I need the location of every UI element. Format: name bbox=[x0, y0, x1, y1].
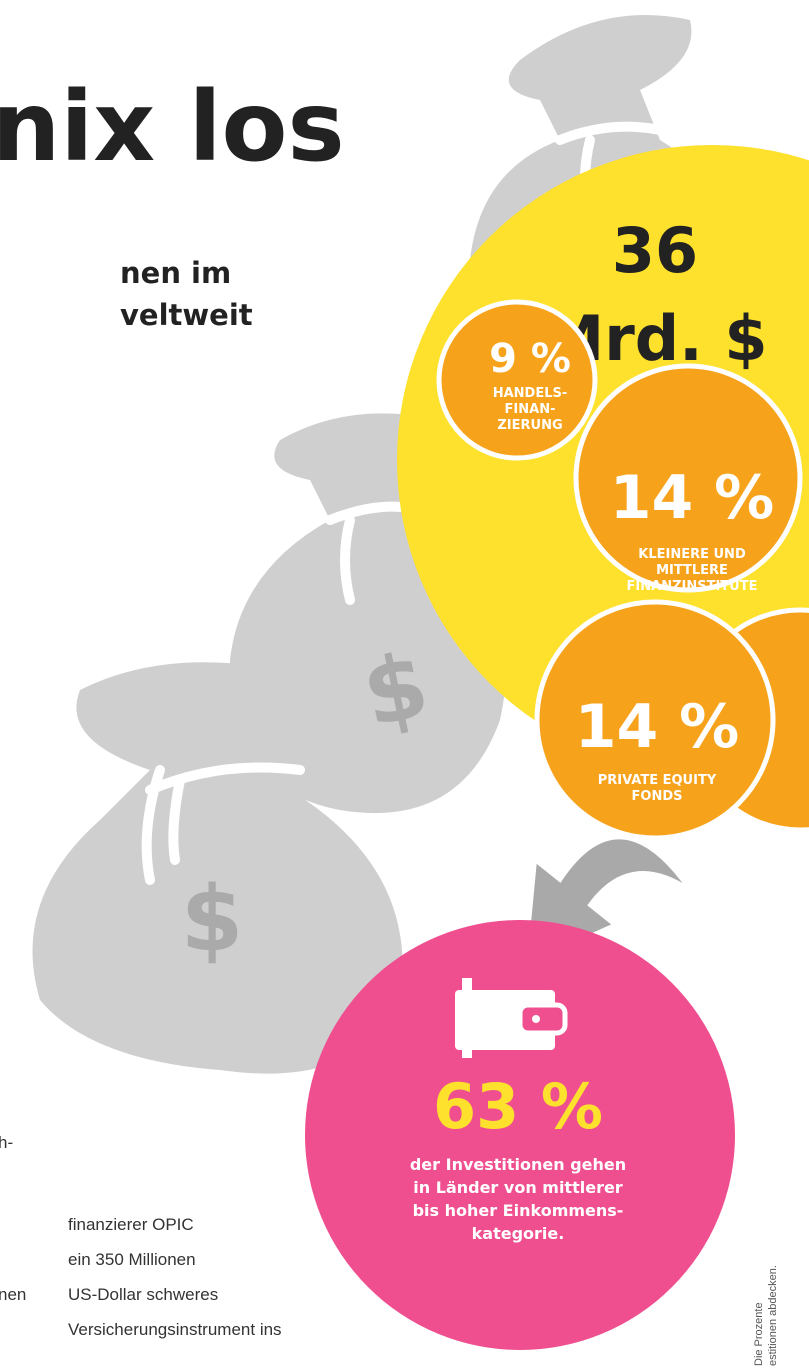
highlight-text: bis hoher Einkommens- bbox=[413, 1201, 624, 1220]
bag-symbol: $ bbox=[181, 867, 244, 972]
subtitle: nen im bbox=[120, 256, 231, 290]
note: Die Prozente bbox=[753, 1302, 765, 1366]
body-text: US-Dollar schweres bbox=[68, 1285, 218, 1304]
highlight-value: 63 % bbox=[433, 1070, 603, 1143]
segment-label: FINAN- bbox=[505, 402, 556, 417]
title: nix los bbox=[0, 71, 345, 183]
segment-label: HANDELS- bbox=[493, 386, 568, 401]
highlight-text: kategorie. bbox=[472, 1224, 565, 1243]
note: estitionen abdecken. bbox=[767, 1265, 779, 1366]
segment-value: 14 % bbox=[610, 463, 775, 533]
body-text: nen bbox=[0, 1285, 26, 1304]
segment-label: KLEINERE UND bbox=[638, 547, 746, 562]
body-text: finanzierer OPIC bbox=[68, 1215, 194, 1234]
subtitle: veltweit bbox=[120, 298, 253, 332]
segment-label: MITTLERE bbox=[656, 563, 728, 578]
segment-value: 14 % bbox=[575, 692, 740, 762]
segment-label: PRIVATE EQUITY bbox=[598, 773, 717, 788]
segment-label: FONDS bbox=[632, 789, 683, 804]
highlight-circle bbox=[305, 920, 735, 1350]
highlight-text: in Länder von mittlerer bbox=[413, 1178, 623, 1197]
highlight-text: der Investitionen gehen bbox=[410, 1155, 626, 1174]
segment-circles bbox=[436, 299, 809, 841]
body-text: ein 350 Millionen bbox=[68, 1250, 196, 1269]
body-text: Versicherungsinstrument ins bbox=[68, 1320, 282, 1339]
segment-label: FINANZINSTITUTE bbox=[627, 579, 758, 594]
segment-value: 9 % bbox=[489, 336, 571, 382]
total-value: 36 bbox=[612, 214, 698, 287]
wallet-icon bbox=[455, 978, 568, 1058]
segment-label: ZIERUNG bbox=[497, 418, 562, 433]
body-text: h- bbox=[0, 1133, 13, 1152]
